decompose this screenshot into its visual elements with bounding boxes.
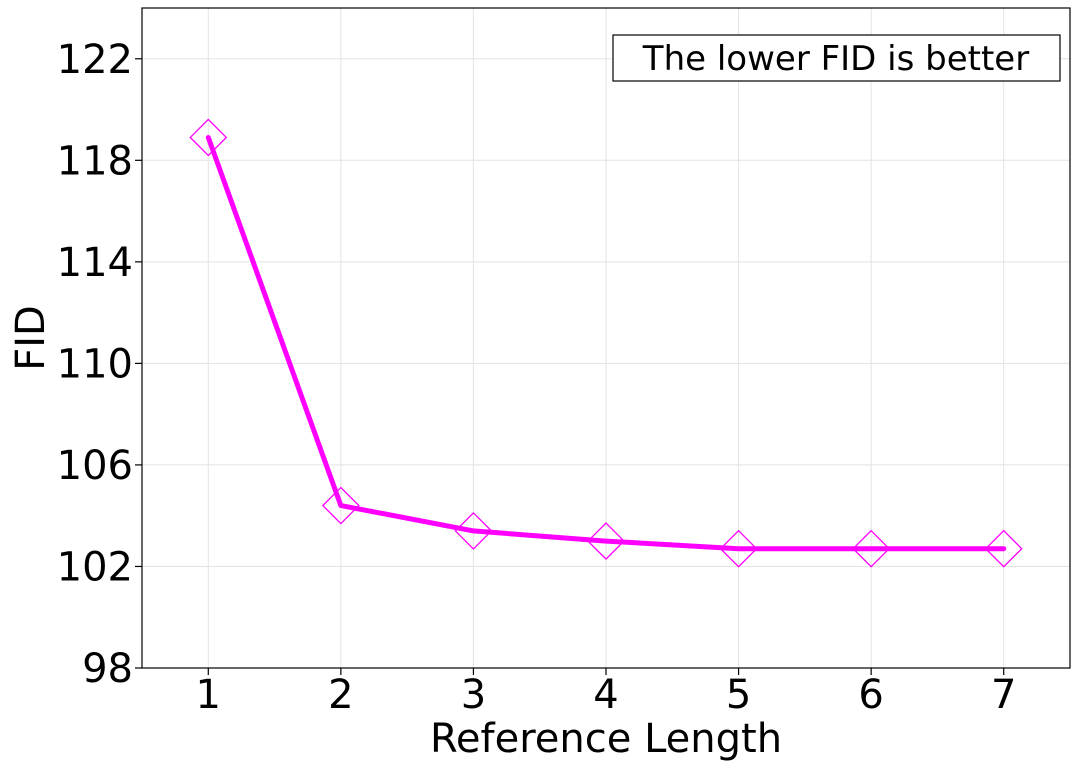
y-tick-label: 118 bbox=[57, 138, 133, 184]
y-tick-label: 98 bbox=[82, 646, 133, 692]
x-tick-label: 7 bbox=[991, 672, 1016, 718]
annotation-border bbox=[612, 34, 1061, 82]
y-tick-label: 102 bbox=[57, 544, 133, 590]
data-point-marker bbox=[852, 529, 891, 568]
data-point-marker bbox=[587, 522, 625, 560]
series-layer bbox=[189, 118, 1023, 568]
x-tick-label: 5 bbox=[726, 672, 751, 718]
y-tick-label: 106 bbox=[57, 443, 133, 489]
x-tick-label: 4 bbox=[593, 672, 618, 718]
fid-series-line bbox=[205, 134, 1007, 552]
axis-ticks: 1 2 3 4 5 6 7 98 102 106 110 114 118 122 bbox=[57, 37, 1017, 718]
data-point-marker bbox=[984, 529, 1023, 568]
y-tick-label: 110 bbox=[57, 341, 133, 387]
annotation-box: The lower FID is better bbox=[612, 34, 1061, 82]
y-tick-label: 114 bbox=[57, 240, 133, 286]
x-axis-title: Reference Length bbox=[430, 716, 782, 762]
annotation-text: The lower FID is better bbox=[642, 39, 1029, 79]
x-tick-label: 1 bbox=[196, 672, 221, 718]
y-tick-label: 122 bbox=[57, 37, 133, 83]
x-tick-label: 2 bbox=[328, 672, 353, 718]
y-axis-title: FID bbox=[8, 305, 54, 371]
data-point-marker bbox=[321, 486, 360, 525]
x-tick-label: 3 bbox=[461, 672, 486, 718]
data-point-marker bbox=[189, 118, 228, 157]
x-tick-label: 6 bbox=[858, 672, 883, 718]
data-point-marker bbox=[454, 512, 493, 550]
data-point-marker bbox=[719, 529, 758, 568]
